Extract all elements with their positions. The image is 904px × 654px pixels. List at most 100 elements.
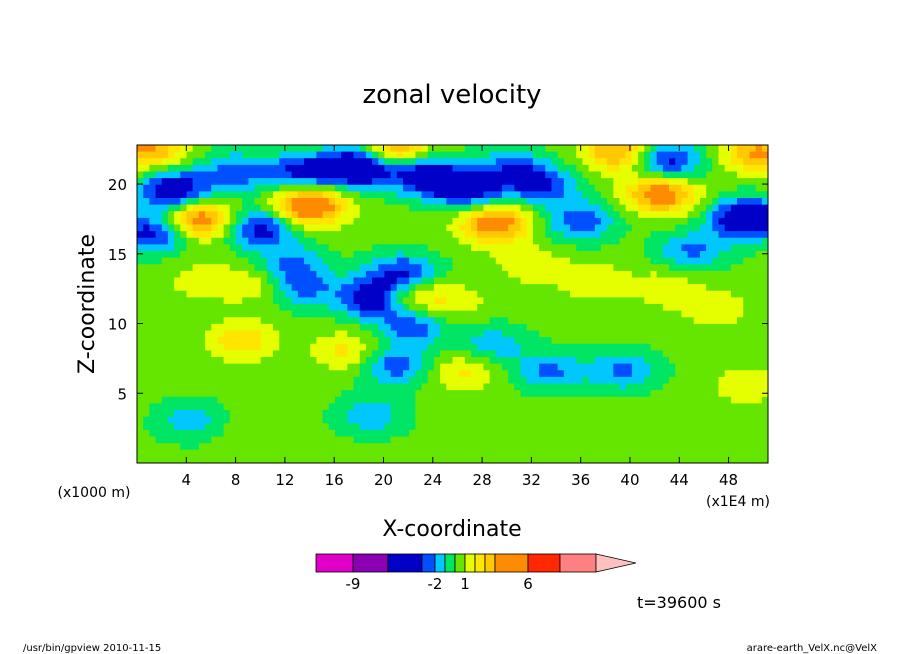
heatmap-cell: [341, 363, 348, 371]
heatmap-cell: [681, 264, 689, 272]
heatmap-cell: [471, 304, 478, 312]
heatmap-cell: [526, 264, 534, 272]
heatmap-cell: [755, 158, 763, 166]
heatmap-cell: [149, 270, 157, 279]
heatmap-cell: [260, 198, 268, 206]
heatmap-cell: [656, 270, 664, 279]
heatmap-cell: [638, 204, 645, 212]
heatmap-cell: [570, 443, 577, 451]
heatmap-cell: [570, 436, 577, 444]
heatmap-cell: [359, 403, 367, 411]
heatmap-cell: [483, 198, 491, 206]
heatmap-cell: [458, 330, 466, 338]
heatmap-cell: [613, 151, 621, 159]
heatmap-cell: [594, 456, 602, 463]
heatmap-cell: [365, 429, 373, 438]
heatmap-cell: [285, 244, 293, 252]
heatmap-cell: [675, 184, 682, 192]
heatmap-cell: [749, 357, 757, 365]
heatmap-cell: [273, 158, 280, 166]
heatmap-cell: [421, 178, 429, 186]
heatmap-cell: [334, 270, 342, 279]
heatmap-cell: [743, 396, 751, 404]
heatmap-cell: [211, 297, 219, 305]
heatmap-cell: [223, 145, 231, 153]
heatmap-cell: [563, 264, 571, 272]
heatmap-cell: [254, 370, 262, 378]
heatmap-cell: [180, 171, 188, 179]
heatmap-cell: [477, 290, 485, 298]
heatmap-cell: [600, 403, 608, 411]
heatmap-cell: [570, 277, 577, 285]
heatmap-cell: [353, 343, 361, 351]
heatmap-cell: [644, 211, 652, 219]
heatmap-cell: [242, 145, 249, 153]
heatmap-cell: [310, 178, 318, 186]
heatmap-cell: [427, 237, 435, 245]
heatmap-cell: [427, 251, 435, 259]
heatmap-cell: [273, 376, 280, 385]
heatmap-cell: [223, 337, 231, 345]
heatmap-cell: [576, 410, 584, 418]
heatmap-cell: [217, 244, 225, 252]
heatmap-cell: [539, 277, 546, 285]
heatmap-cell: [693, 158, 701, 166]
heatmap-cell: [137, 343, 144, 351]
heatmap-cell: [501, 211, 509, 219]
heatmap-cell: [489, 330, 497, 338]
x-tick-label: 16: [325, 471, 344, 489]
heatmap-cell: [737, 449, 744, 457]
heatmap-cell: [161, 443, 169, 451]
heatmap-cell: [415, 277, 423, 285]
heatmap-cell: [687, 383, 695, 391]
heatmap-cell: [471, 171, 478, 179]
heatmap-cell: [205, 323, 212, 332]
heatmap-cell: [508, 224, 515, 232]
heatmap-cell: [625, 145, 633, 153]
heatmap-cell: [669, 297, 676, 305]
heatmap-cell: [588, 211, 596, 219]
heatmap-cell: [260, 456, 268, 463]
heatmap-cell: [186, 416, 194, 424]
heatmap-cell: [625, 317, 633, 325]
heatmap-cell: [539, 456, 546, 463]
heatmap-cell: [545, 211, 553, 219]
heatmap-cell: [508, 178, 515, 186]
heatmap-cell: [334, 376, 342, 385]
heatmap-cell: [607, 178, 614, 186]
heatmap-cell: [520, 304, 528, 312]
heatmap-cell: [334, 164, 342, 173]
heatmap-cell: [576, 429, 584, 438]
heatmap-cell: [693, 145, 701, 153]
heatmap-cell: [761, 443, 768, 451]
heatmap-cell: [619, 184, 627, 192]
heatmap-cell: [440, 343, 447, 351]
heatmap-cell: [551, 151, 559, 159]
heatmap-cell: [582, 231, 590, 239]
heatmap-cell: [458, 217, 466, 226]
heatmap-cell: [489, 436, 497, 444]
heatmap-cell: [545, 357, 553, 365]
heatmap-cell: [619, 304, 627, 312]
heatmap-cell: [551, 231, 559, 239]
heatmap-cell: [489, 211, 497, 219]
heatmap-cell: [662, 456, 670, 463]
heatmap-cell: [192, 330, 200, 338]
heatmap-cell: [359, 423, 367, 431]
heatmap-cell: [495, 449, 503, 457]
heatmap-cell: [174, 158, 181, 166]
heatmap-cell: [669, 390, 676, 398]
heatmap-cell: [353, 436, 361, 444]
heatmap-cell: [440, 297, 447, 305]
heatmap-cell: [600, 456, 608, 463]
heatmap-cell: [192, 403, 200, 411]
heatmap-cell: [520, 211, 528, 219]
heatmap-cell: [471, 383, 478, 391]
heatmap-cell: [693, 403, 701, 411]
heatmap-cell: [273, 317, 280, 325]
heatmap-cell: [409, 171, 416, 179]
heatmap-cell: [174, 390, 181, 398]
heatmap-cell: [161, 158, 169, 166]
heatmap-cell: [421, 390, 429, 398]
heatmap-cell: [464, 443, 472, 451]
